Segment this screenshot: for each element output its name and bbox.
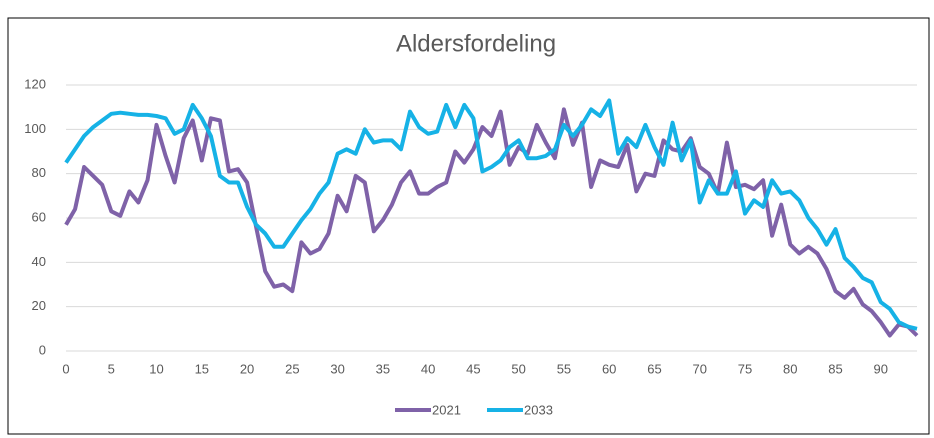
x-tick-label: 45	[466, 361, 480, 376]
x-tick-label: 10	[149, 361, 163, 376]
x-tick-label: 75	[738, 361, 752, 376]
x-tick-label: 25	[285, 361, 299, 376]
series-line	[64, 98, 918, 331]
y-tick-label: 20	[32, 298, 46, 313]
x-tick-label: 80	[783, 361, 797, 376]
x-tick-label: 5	[108, 361, 115, 376]
y-tick-label: 60	[32, 209, 46, 224]
x-tick-label: 20	[240, 361, 254, 376]
x-tick-label: 70	[692, 361, 706, 376]
y-tick-label: 80	[32, 165, 46, 180]
legend-label: 2033	[524, 402, 553, 417]
chart-title: Aldersfordeling	[396, 30, 556, 57]
x-tick-label: 0	[62, 361, 69, 376]
x-tick-label: 60	[602, 361, 616, 376]
x-tick-label: 90	[874, 361, 888, 376]
x-tick-label: 65	[647, 361, 661, 376]
x-tick-label: 40	[421, 361, 435, 376]
x-tick-label: 85	[828, 361, 842, 376]
x-tick-label: 15	[195, 361, 209, 376]
y-tick-label: 40	[32, 254, 46, 269]
x-tick-label: 50	[511, 361, 525, 376]
x-tick-label: 55	[557, 361, 571, 376]
legend-label: 2021	[432, 402, 461, 417]
y-tick-label: 100	[24, 121, 46, 136]
y-tick-label: 0	[39, 342, 46, 357]
x-tick-label: 30	[330, 361, 344, 376]
x-tick-label: 35	[376, 361, 390, 376]
y-tick-label: 120	[24, 76, 46, 91]
